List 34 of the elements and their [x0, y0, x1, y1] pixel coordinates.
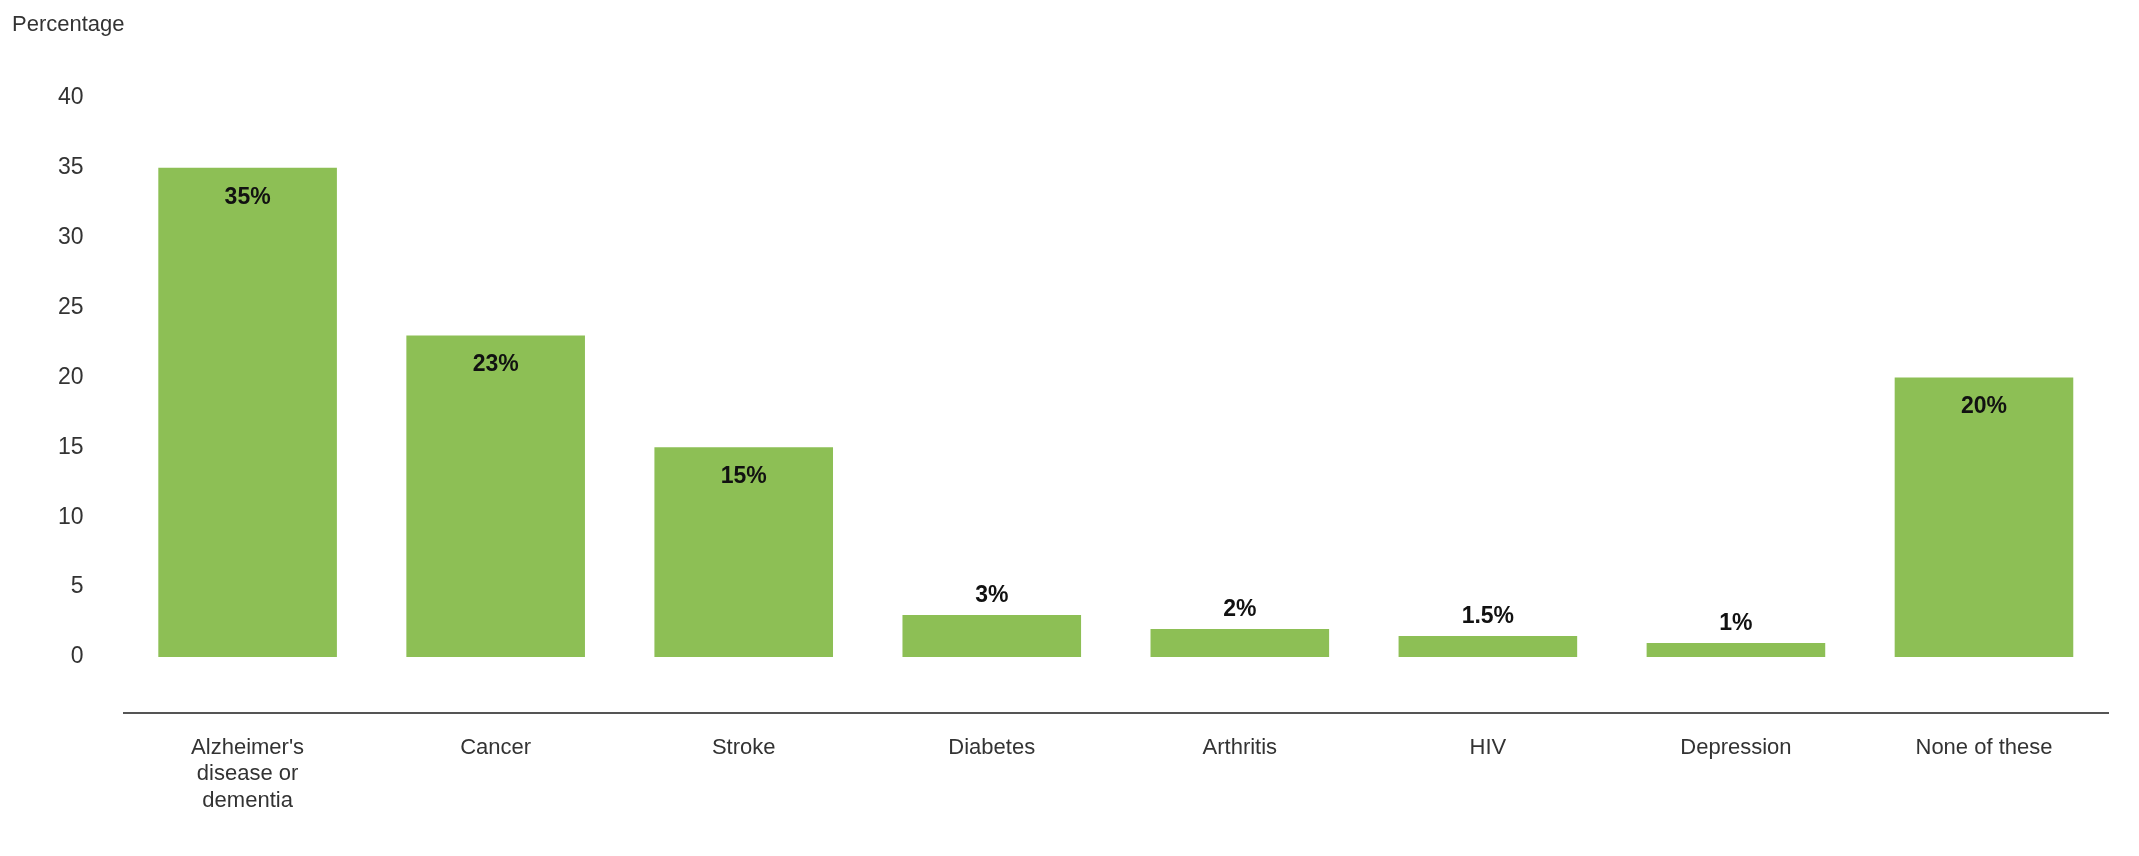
y-tick-label: 15	[57, 432, 84, 459]
y-tick-label: 5	[70, 572, 84, 599]
bar	[902, 614, 1082, 657]
data-label: 15%	[720, 462, 767, 489]
y-tick-label: 25	[57, 292, 84, 319]
y-tick-label: 0	[70, 642, 84, 669]
x-tick-label: Alzheimer's disease or dementia	[191, 734, 305, 812]
data-label: 23%	[472, 350, 519, 377]
y-tick-label: 35	[57, 153, 84, 180]
x-tick-label: Depression	[1680, 734, 1792, 760]
x-tick-label: HIV	[1469, 734, 1507, 760]
bar	[654, 447, 834, 657]
bar	[1398, 635, 1578, 657]
data-label: 1%	[1719, 608, 1753, 635]
bar	[1150, 628, 1330, 657]
x-tick-label: Cancer	[460, 734, 532, 760]
bar	[406, 335, 585, 657]
y-tick-label: 20	[57, 362, 84, 389]
data-label: 35%	[224, 182, 271, 209]
y-tick-label: 40	[57, 83, 84, 110]
data-label: 2%	[1223, 594, 1257, 621]
x-tick-label: Arthritis	[1202, 734, 1278, 760]
x-tick-label: Stroke	[711, 734, 776, 760]
x-tick-label: None of these	[1915, 734, 2053, 760]
bar	[1894, 377, 2074, 657]
x-tick-label: Diabetes	[948, 734, 1036, 760]
y-tick-label: 30	[57, 223, 84, 250]
data-label: 1.5%	[1461, 601, 1515, 628]
data-label: 3%	[975, 580, 1009, 607]
y-tick-label: 10	[57, 502, 84, 529]
bar	[158, 167, 337, 657]
data-label: 20%	[1960, 392, 2007, 419]
y-axis-title: Percentage	[12, 11, 125, 37]
bar	[1646, 642, 1826, 657]
